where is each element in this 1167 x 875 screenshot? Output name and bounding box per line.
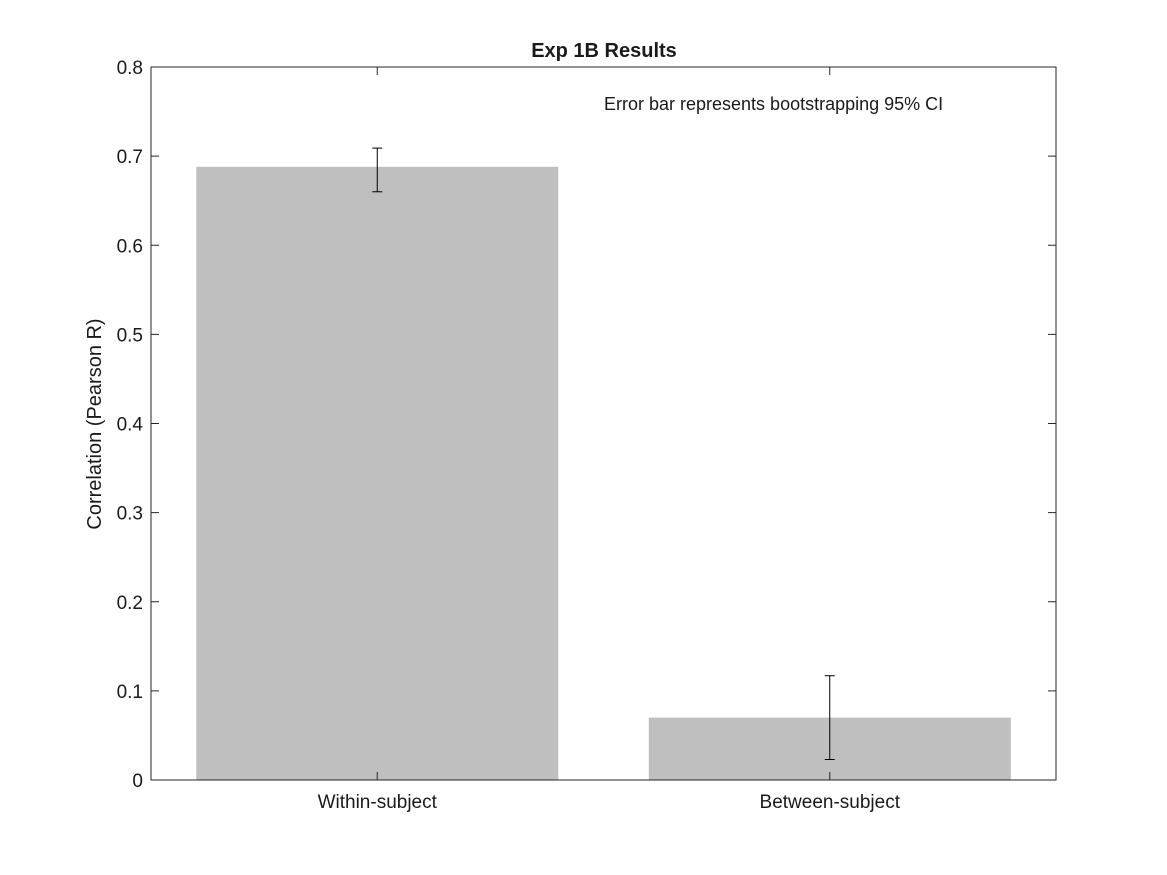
error-bar	[372, 147, 383, 193]
bar	[196, 166, 559, 781]
y-tick-label: 0.1	[117, 682, 143, 703]
chart-title: Exp 1B Results	[531, 40, 677, 62]
y-axis-label: Correlation (Pearson R)	[84, 318, 106, 529]
x-tick-label: Between-subject	[760, 792, 901, 813]
x-tick-label: Within-subject	[318, 792, 438, 813]
y-tick-label: 0.4	[117, 415, 144, 436]
x-axis-ticks: Within-subject Between-subject	[318, 67, 901, 813]
y-tick-label: 0.2	[117, 593, 143, 614]
bars-group	[196, 166, 1011, 781]
y-tick-label: 0.7	[117, 147, 143, 168]
error-bar	[824, 675, 835, 761]
error-bars-group	[372, 147, 835, 761]
y-tick-label: 0.8	[117, 58, 143, 79]
y-tick-label: 0.5	[117, 325, 143, 346]
y-axis-ticks: 0 0.1 0.2 0.3 0.4 0.5 0.6 0.7 0.8	[117, 58, 1056, 792]
y-tick-label: 0.6	[117, 236, 143, 257]
y-tick-label: 0.3	[117, 504, 143, 525]
annotation-text: Error bar represents bootstrapping 95% C…	[604, 94, 943, 114]
y-tick-label: 0	[132, 771, 143, 792]
